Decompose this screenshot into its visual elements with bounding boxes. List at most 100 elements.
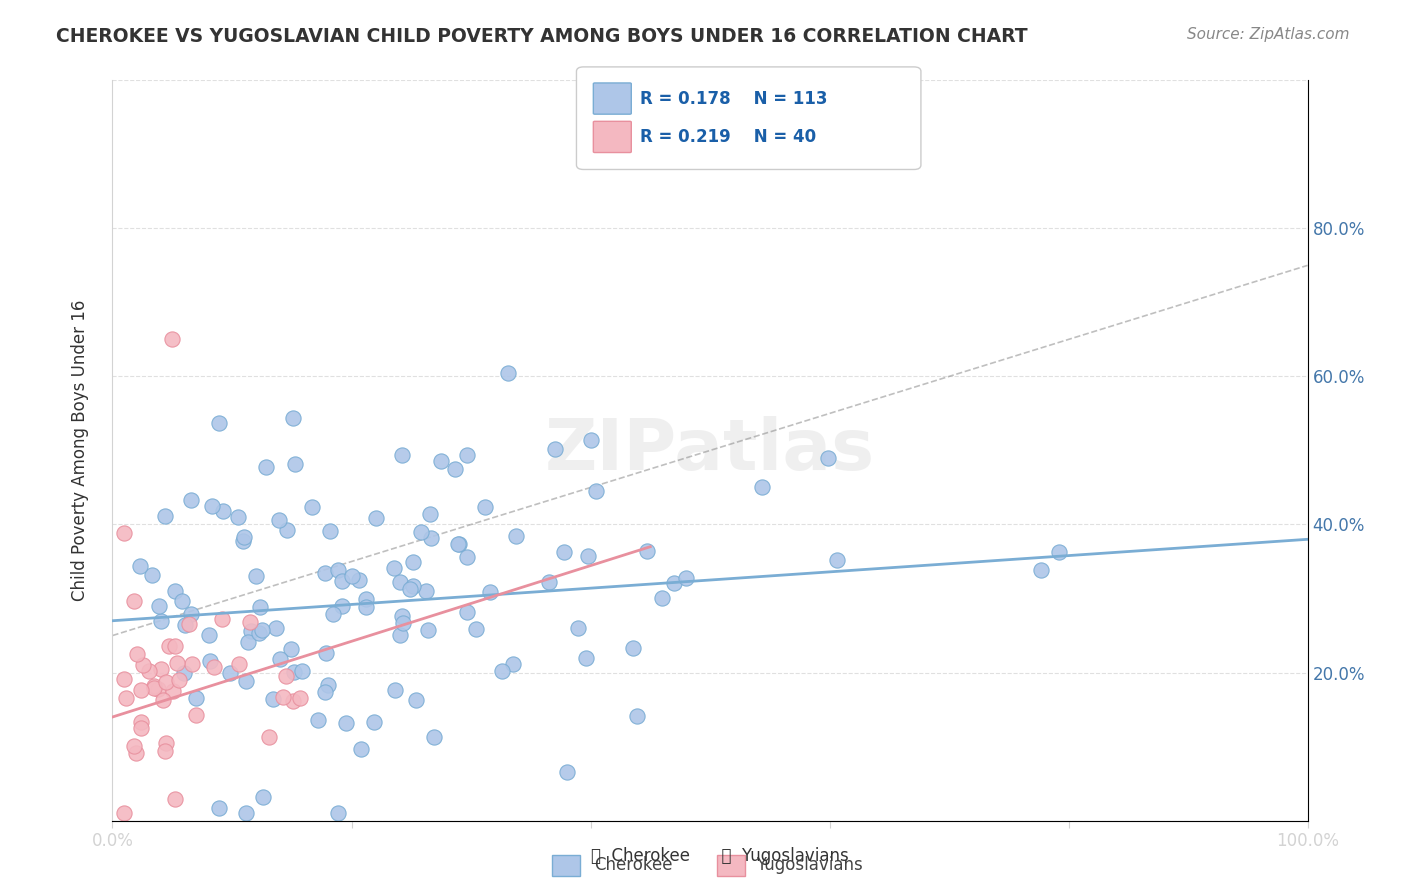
Point — [245, 569, 267, 583]
Point — [491, 664, 513, 678]
Point — [314, 685, 336, 699]
Point — [430, 453, 453, 467]
Point — [419, 531, 441, 545]
Point — [662, 576, 685, 591]
Point — [391, 448, 413, 462]
Point — [1031, 563, 1053, 577]
Point — [479, 585, 502, 599]
Point — [291, 665, 314, 679]
Text: R = 0.219    N = 40: R = 0.219 N = 40 — [640, 128, 815, 146]
Point — [269, 652, 291, 666]
Bar — [717, 855, 745, 876]
Bar — [551, 855, 581, 876]
Point — [363, 714, 385, 729]
Point — [576, 549, 599, 564]
Point — [129, 715, 152, 730]
Point — [239, 624, 262, 638]
Point — [675, 571, 697, 585]
Point — [249, 625, 271, 640]
Point — [423, 731, 446, 745]
Point — [581, 433, 603, 447]
Point — [356, 592, 378, 607]
Point — [405, 693, 427, 707]
Point — [319, 524, 342, 539]
Point — [129, 722, 152, 736]
Point — [165, 583, 187, 598]
Point — [141, 567, 163, 582]
Point — [456, 605, 478, 619]
Point — [172, 594, 194, 608]
Point — [127, 647, 149, 661]
Point — [1047, 545, 1070, 559]
Point — [382, 560, 405, 574]
Point — [544, 442, 567, 457]
Text: Yugoslavians: Yugoslavians — [756, 856, 862, 874]
Point — [249, 599, 271, 614]
Point — [553, 545, 575, 559]
Point — [456, 448, 478, 462]
Point — [555, 765, 578, 780]
Point — [330, 574, 353, 589]
Point — [326, 806, 349, 821]
Point — [465, 622, 488, 636]
Point — [636, 543, 658, 558]
Point — [122, 594, 145, 608]
Point — [284, 458, 307, 472]
Point — [163, 639, 186, 653]
Point — [162, 332, 183, 346]
Point — [150, 662, 173, 676]
Point — [152, 692, 174, 706]
Point — [163, 792, 186, 806]
Point — [283, 694, 305, 708]
Point — [112, 673, 135, 687]
Point — [350, 741, 373, 756]
Point — [198, 627, 221, 641]
Point — [444, 462, 467, 476]
Point — [402, 579, 425, 593]
Point — [817, 450, 839, 465]
Point — [280, 641, 302, 656]
Point — [177, 616, 200, 631]
Point — [322, 607, 344, 621]
Point — [143, 681, 166, 696]
Point — [384, 683, 406, 698]
Point — [264, 621, 287, 635]
Point — [184, 690, 207, 705]
Point — [409, 525, 432, 540]
Point — [235, 806, 257, 821]
Point — [751, 480, 773, 494]
Point — [254, 460, 277, 475]
Point — [226, 509, 249, 524]
Point — [335, 716, 357, 731]
Point — [180, 493, 202, 508]
Point — [416, 623, 439, 637]
Point — [567, 621, 589, 635]
Point — [162, 684, 184, 698]
Point — [138, 665, 160, 679]
Point — [173, 666, 195, 681]
Y-axis label: Child Poverty Among Boys Under 16: Child Poverty Among Boys Under 16 — [70, 300, 89, 601]
Text: Source: ZipAtlas.com: Source: ZipAtlas.com — [1187, 27, 1350, 42]
Point — [415, 583, 437, 598]
Point — [173, 617, 195, 632]
Point — [388, 574, 411, 589]
Text: ZIPatlas: ZIPatlas — [546, 416, 875, 485]
Text: R = 0.178    N = 113: R = 0.178 N = 113 — [640, 90, 827, 108]
Text: 🔵  Cherokee      🔴  Yugoslavians: 🔵 Cherokee 🔴 Yugoslavians — [591, 847, 848, 865]
Point — [201, 500, 224, 514]
Point — [419, 507, 441, 521]
Point — [211, 612, 233, 626]
Point — [271, 690, 294, 705]
Point — [651, 591, 673, 605]
Point — [232, 530, 254, 544]
Point — [340, 569, 363, 583]
Point — [825, 553, 848, 567]
Point — [252, 789, 274, 804]
Point — [402, 555, 425, 569]
Point — [180, 607, 202, 621]
Point — [232, 534, 254, 549]
Point — [208, 416, 231, 430]
Point — [257, 730, 280, 744]
Point — [502, 657, 524, 671]
Point — [166, 657, 188, 671]
